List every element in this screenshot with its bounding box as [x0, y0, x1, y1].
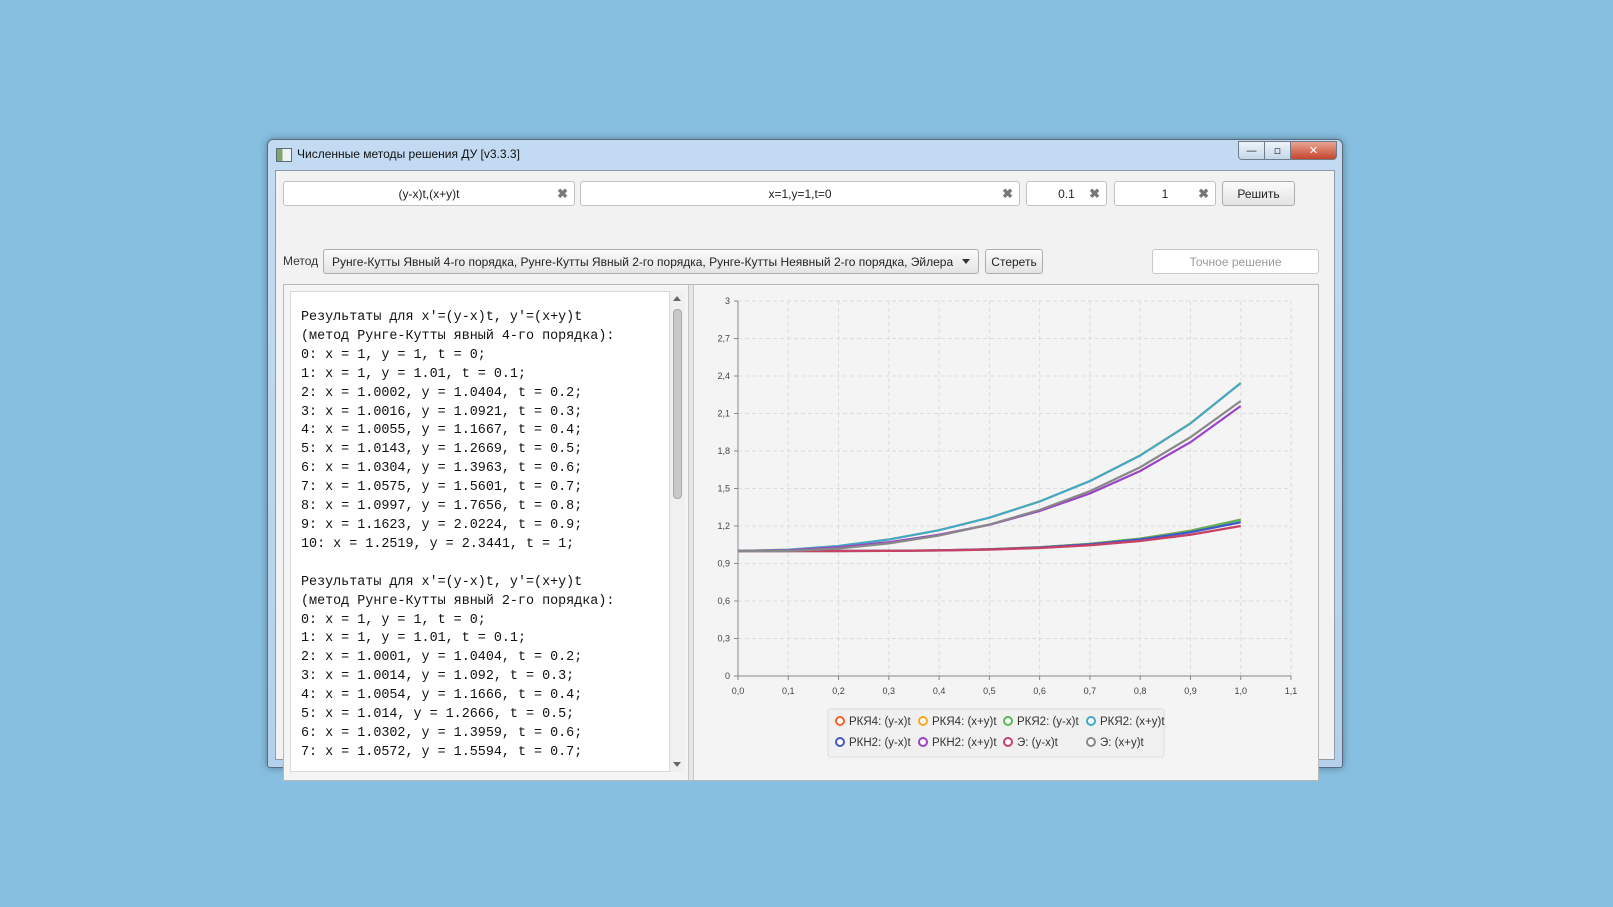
split-divider[interactable]: [688, 285, 694, 780]
legend-label-4: РКН2: (y-x)t: [849, 737, 911, 749]
legend-label-5: РКН2: (x+y)t: [932, 737, 997, 749]
x-tick-label: 0,3: [883, 686, 896, 696]
equation-input-value: (y-x)t,(x+y)t: [398, 186, 460, 201]
x-tick-label: 0,8: [1134, 686, 1147, 696]
erase-button[interactable]: Стереть: [985, 249, 1043, 274]
step-input[interactable]: 0.1 ✖: [1026, 181, 1107, 206]
equation-input[interactable]: (y-x)t,(x+y)t ✖: [283, 181, 575, 206]
maximize-button[interactable]: ▫: [1264, 141, 1291, 160]
clear-equation-icon[interactable]: ✖: [557, 186, 568, 201]
end-time-value: 1: [1161, 186, 1169, 201]
clear-step-icon[interactable]: ✖: [1089, 186, 1100, 201]
chevron-down-icon: [962, 259, 970, 264]
method-select[interactable]: Рунге-Кутты Явный 4-го порядка, Рунге-Ку…: [323, 249, 979, 274]
split-pane: Результаты для x'=(y-x)t, y'=(x+y)t (мет…: [283, 284, 1319, 781]
title-bar[interactable]: Численные методы решения ДУ [v3.3.3] — ▫…: [268, 140, 1342, 170]
legend-marker-1: [918, 716, 928, 726]
window-title: Численные методы решения ДУ [v3.3.3]: [297, 147, 520, 161]
results-text: Результаты для x'=(y-x)t, y'=(x+y)t (мет…: [301, 310, 615, 760]
x-tick-label: 0,1: [782, 686, 795, 696]
method-select-value: Рунге-Кутты Явный 4-го порядка, Рунге-Ку…: [332, 255, 954, 269]
legend-marker-2: [1003, 716, 1013, 726]
legend-label-2: РКЯ2: (y-x)t: [1017, 716, 1079, 728]
client-area: (y-x)t,(x+y)t ✖ x=1,y=1,t=0 ✖ 0.1 ✖ 1 ✖ …: [275, 170, 1335, 781]
scroll-thumb[interactable]: [673, 309, 682, 499]
plot-area: [732, 301, 1306, 693]
x-tick-label: 0,2: [832, 686, 845, 696]
legend-marker-3: [1086, 716, 1096, 726]
x-tick-label: 0,7: [1084, 686, 1097, 696]
y-tick-label: 2,4: [717, 371, 730, 381]
clear-end-icon[interactable]: ✖: [1198, 186, 1209, 201]
exact-solution-input[interactable]: Точное решение: [1152, 249, 1319, 274]
legend-box: [827, 708, 1165, 758]
close-button[interactable]: ✕: [1290, 141, 1337, 160]
x-tick-label: 0,5: [983, 686, 996, 696]
legend-marker-0: [835, 716, 845, 726]
series-line-6: [738, 524, 1241, 553]
solve-button[interactable]: Решить: [1222, 181, 1295, 206]
y-tick-label: 0: [725, 671, 730, 681]
x-tick-label: 0,4: [933, 686, 946, 696]
results-text-area[interactable]: Результаты для x'=(y-x)t, y'=(x+y)t (мет…: [290, 291, 670, 772]
legend-label-7: Э: (x+y)t: [1100, 737, 1145, 749]
app-icon: [276, 148, 292, 162]
end-time-input[interactable]: 1 ✖: [1114, 181, 1216, 206]
y-tick-label: 2,1: [717, 409, 730, 419]
chart-legend: РКЯ4: (y-x)t РКЯ4: (x+y)t РКЯ2: (y-x)t РКЯ2…: [827, 708, 1165, 758]
legend-label-6: Э: (y-x)t: [1017, 737, 1059, 749]
scroll-up-icon[interactable]: [673, 296, 681, 301]
clear-initial-icon[interactable]: ✖: [1002, 186, 1013, 201]
legend-label-0: РКЯ4: (y-x)t: [849, 716, 911, 728]
y-tick-label: 0,9: [717, 559, 730, 569]
app-window: Численные методы решения ДУ [v3.3.3] — ▫…: [267, 139, 1343, 781]
legend-marker-7: [1086, 737, 1096, 747]
legend-marker-6: [1003, 737, 1013, 747]
scroll-down-icon[interactable]: [673, 762, 681, 767]
chart-series: [737, 382, 1242, 553]
chart-axes: 0 0,3 0,6 0,9 1,2 1,5 1,8 2,1 2,4 2,7 3 0,0 0,1 0,2 0,…: [717, 296, 1297, 696]
step-input-value: 0.1: [1058, 186, 1075, 201]
initial-conditions-value: x=1,y=1,t=0: [768, 186, 832, 201]
y-tick-label: 1,2: [717, 521, 730, 531]
legend-marker-5: [918, 737, 928, 747]
y-tick-label: 1,5: [717, 484, 730, 494]
results-scrollbar[interactable]: [670, 291, 685, 772]
x-tick-label: 1,0: [1234, 686, 1247, 696]
solution-chart: 0 0,3 0,6 0,9 1,2 1,5 1,8 2,1 2,4 2,7 3 0,0 0,1 0,2 0,…: [717, 296, 1306, 758]
x-tick-label: 0,9: [1184, 686, 1197, 696]
legend-label-1: РКЯ4: (x+y)t: [932, 716, 997, 728]
series-line-7: [738, 400, 1242, 553]
initial-conditions-input[interactable]: x=1,y=1,t=0 ✖: [580, 181, 1020, 206]
y-tick-label: 3: [725, 296, 730, 306]
x-tick-label: 0,0: [732, 686, 745, 696]
y-tick-label: 1,8: [717, 446, 730, 456]
minimize-button[interactable]: —: [1238, 141, 1265, 160]
y-tick-label: 0,3: [717, 634, 730, 644]
y-tick-label: 2,7: [717, 334, 730, 344]
x-tick-label: 1,1: [1285, 686, 1298, 696]
legend-marker-4: [835, 737, 845, 747]
legend-label-3: РКЯ2: (x+y)t: [1100, 716, 1165, 728]
method-label: Метод: [283, 254, 319, 268]
x-tick-label: 0,6: [1033, 686, 1046, 696]
y-tick-label: 0,6: [717, 596, 730, 606]
